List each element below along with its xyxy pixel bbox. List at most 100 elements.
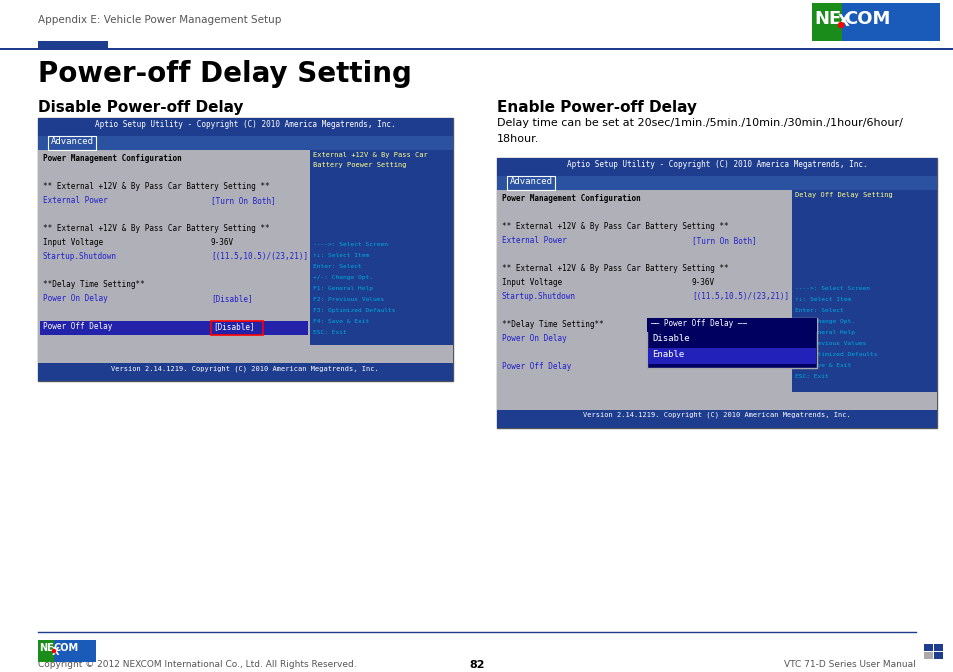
Text: Version 2.14.1219. Copyright (C) 2010 American Megatrends, Inc.: Version 2.14.1219. Copyright (C) 2010 Am… (582, 412, 850, 419)
Bar (497, 176, 936, 190)
Text: Version 2.14.1219. Copyright (C) 2010 American Megatrends, Inc.: Version 2.14.1219. Copyright (C) 2010 Am… (111, 365, 378, 372)
Text: 18hour.: 18hour. (497, 134, 538, 144)
Text: ** External +12V & By Pass Car Battery Setting **: ** External +12V & By Pass Car Battery S… (43, 224, 270, 233)
Bar (791, 190, 936, 392)
Bar (40, 321, 308, 335)
Text: Aptio Setup Utility - Copyright (C) 2010 America Megatrends, Inc.: Aptio Setup Utility - Copyright (C) 2010… (566, 160, 866, 169)
Text: ↑↓: Select Item: ↑↓: Select Item (794, 297, 850, 302)
Text: Delay Off Delay Setting: Delay Off Delay Setting (794, 192, 892, 198)
Text: [(11.5,10.5)/(23,21)]: [(11.5,10.5)/(23,21)] (691, 292, 788, 301)
Text: NE: NE (813, 10, 841, 28)
Bar (933, 652, 942, 659)
Text: X: X (837, 14, 849, 29)
Text: ── Power Off Delay ──: ── Power Off Delay ── (649, 319, 746, 328)
Text: Copyright © 2012 NEXCOM International Co., Ltd. All Rights Reserved.: Copyright © 2012 NEXCOM International Co… (38, 660, 356, 669)
Text: Disable Power-off Delay: Disable Power-off Delay (38, 100, 243, 115)
Bar (38, 640, 96, 662)
Text: Aptio Setup Utility - Copyright (C) 2010 America Megatrends, Inc.: Aptio Setup Utility - Copyright (C) 2010… (94, 120, 395, 129)
Text: Power-off Delay Setting: Power-off Delay Setting (38, 60, 412, 88)
Text: ---->: Select Screen: ---->: Select Screen (794, 286, 869, 291)
Text: F4: Save & Exit: F4: Save & Exit (313, 319, 369, 324)
Text: F4: Save & Exit: F4: Save & Exit (794, 363, 850, 368)
Text: Startup.Shutdown: Startup.Shutdown (43, 252, 117, 261)
Bar (38, 118, 453, 381)
Text: External Power: External Power (43, 196, 108, 205)
Text: ---->: Select Screen: ---->: Select Screen (313, 242, 388, 247)
Text: Power Management Configuration: Power Management Configuration (501, 194, 640, 203)
Bar (0, 632, 953, 672)
Text: COM: COM (843, 10, 889, 28)
Bar (48, 136, 96, 150)
Text: ESC: Exit: ESC: Exit (313, 330, 346, 335)
Text: External Power: External Power (501, 236, 566, 245)
Bar (646, 318, 816, 368)
Text: Enter: Select: Enter: Select (794, 308, 842, 313)
Text: COM: COM (54, 643, 79, 653)
Bar (38, 41, 108, 49)
Text: Enable Power-off Delay: Enable Power-off Delay (497, 100, 697, 115)
Text: ** External +12V & By Pass Car Battery Setting **: ** External +12V & By Pass Car Battery S… (43, 182, 270, 191)
Bar (310, 150, 453, 345)
Text: **Delay Time Setting**: **Delay Time Setting** (501, 320, 603, 329)
Text: ** External +12V & By Pass Car Battery Setting **: ** External +12V & By Pass Car Battery S… (501, 264, 728, 273)
Text: Advanced: Advanced (51, 137, 93, 146)
Bar (497, 190, 936, 410)
Bar (933, 644, 942, 651)
Text: Power On Delay: Power On Delay (501, 334, 566, 343)
Bar (497, 158, 936, 176)
Text: F1: General Help: F1: General Help (794, 330, 854, 335)
Text: [Disable]: [Disable] (213, 322, 254, 331)
Text: Startup.Shutdown: Startup.Shutdown (501, 292, 576, 301)
Text: External +12V & By Pass Car: External +12V & By Pass Car (313, 152, 427, 158)
Text: F1: General Help: F1: General Help (313, 286, 373, 291)
Text: 82: 82 (469, 660, 484, 670)
Text: Power Off Delay: Power Off Delay (501, 362, 571, 371)
Text: +/-: Change Opt.: +/-: Change Opt. (313, 275, 373, 280)
Text: Advanced: Advanced (509, 177, 552, 186)
Text: ↑↓: Select Item: ↑↓: Select Item (313, 253, 369, 258)
Bar (647, 348, 815, 364)
Bar (497, 158, 936, 428)
Text: [Turn On Both]: [Turn On Both] (691, 236, 756, 245)
Bar (211, 321, 263, 335)
Text: VTC 71-D Series User Manual: VTC 71-D Series User Manual (783, 660, 915, 669)
Text: Delay time can be set at 20sec/1min./5min./10min./30min./1hour/6hour/: Delay time can be set at 20sec/1min./5mi… (497, 118, 902, 128)
Text: [Disable]: [Disable] (211, 294, 253, 303)
Bar (811, 3, 939, 41)
Text: Input Voltage: Input Voltage (501, 278, 561, 287)
Text: ESC: Exit: ESC: Exit (794, 374, 828, 379)
Text: [(11.5,10.5)/(23,21)]: [(11.5,10.5)/(23,21)] (211, 252, 308, 261)
Text: X: X (52, 647, 59, 657)
Text: F3: Optimized Defaults: F3: Optimized Defaults (794, 352, 877, 357)
Text: [Turn On Both]: [Turn On Both] (211, 196, 275, 205)
Bar (38, 150, 453, 363)
Text: F3: Optimized Defaults: F3: Optimized Defaults (313, 308, 395, 313)
Text: +/-: Change Opt.: +/-: Change Opt. (794, 319, 854, 324)
Text: ** External +12V & By Pass Car Battery Setting **: ** External +12V & By Pass Car Battery S… (501, 222, 728, 231)
Text: Input Voltage: Input Voltage (43, 238, 103, 247)
Text: F2: Previous Values: F2: Previous Values (313, 297, 384, 302)
Text: Power Off Delay: Power Off Delay (43, 322, 112, 331)
Text: **Delay Time Setting**: **Delay Time Setting** (43, 280, 145, 289)
Bar (506, 176, 555, 190)
Text: Disable: Disable (651, 334, 689, 343)
Text: 9-36V: 9-36V (211, 238, 233, 247)
Bar (497, 410, 936, 428)
Bar (0, 48, 953, 50)
Circle shape (838, 22, 842, 28)
Bar (38, 118, 453, 136)
Bar (38, 363, 453, 381)
Text: Appendix E: Vehicle Power Management Setup: Appendix E: Vehicle Power Management Set… (38, 15, 281, 25)
Text: 9-36V: 9-36V (691, 278, 715, 287)
Bar (923, 644, 932, 651)
Text: NE: NE (39, 643, 53, 653)
Text: Battery Poewer Setting: Battery Poewer Setting (313, 162, 406, 168)
Text: Enable: Enable (651, 350, 683, 359)
Bar (38, 640, 54, 662)
Bar (38, 136, 453, 150)
Text: F2: Previous Values: F2: Previous Values (794, 341, 865, 346)
Bar (646, 318, 816, 332)
Bar (923, 652, 932, 659)
Text: Enter: Select: Enter: Select (313, 264, 361, 269)
Text: Power Management Configuration: Power Management Configuration (43, 154, 182, 163)
